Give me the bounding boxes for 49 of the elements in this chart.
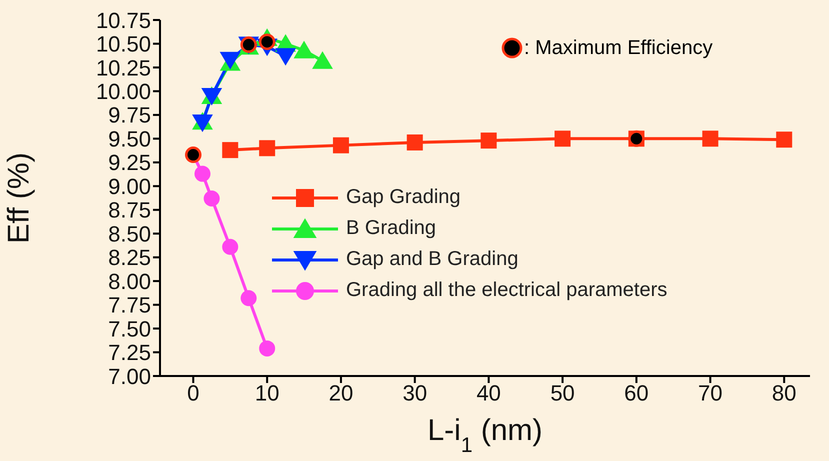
y-tick-label: 9.50 bbox=[108, 126, 151, 152]
y-tick-label: 8.25 bbox=[108, 245, 151, 270]
point bbox=[554, 130, 571, 147]
x-tick-label: 20 bbox=[328, 380, 354, 406]
x-tick-label: 80 bbox=[772, 380, 796, 406]
point bbox=[192, 114, 213, 132]
y-tick-label: 7.75 bbox=[108, 292, 151, 318]
legend-label: Gap Grading bbox=[346, 186, 461, 209]
x-tick-label: 60 bbox=[624, 380, 649, 406]
legend-label: B Grading bbox=[346, 217, 436, 240]
x-axis-title: L-i$_{1}$ (nm) bbox=[427, 414, 543, 456]
legend-label: Grading all the electrical parameters bbox=[346, 279, 668, 302]
point bbox=[406, 134, 423, 150]
point bbox=[332, 137, 349, 154]
x-tick-label: 10 bbox=[254, 380, 280, 406]
x-tick-label: 0 bbox=[187, 380, 200, 406]
point bbox=[275, 48, 296, 66]
point bbox=[222, 238, 238, 255]
y-tick-label: 8.50 bbox=[108, 221, 151, 246]
point bbox=[480, 132, 497, 149]
legend-label: : Maximum Efficiency bbox=[524, 36, 713, 60]
y-tick-label: 10.50 bbox=[96, 32, 151, 57]
x-tick-label: 50 bbox=[550, 380, 575, 406]
point bbox=[204, 190, 220, 206]
point bbox=[259, 140, 276, 156]
y-tick-label: 10.75 bbox=[96, 8, 151, 33]
y-tick-label: 7.00 bbox=[108, 364, 151, 389]
x-tick-label: 40 bbox=[476, 380, 501, 406]
y-tick-label: 10.25 bbox=[96, 55, 151, 80]
legend-label: Gap and B Grading bbox=[346, 248, 518, 271]
y-tick-label: 7.25 bbox=[108, 340, 151, 366]
y-tick-label: 8.00 bbox=[108, 268, 151, 294]
point bbox=[776, 132, 792, 148]
point bbox=[194, 166, 210, 182]
y-tick-label: 8.75 bbox=[108, 198, 151, 223]
x-tick-label: 70 bbox=[698, 380, 723, 406]
point bbox=[702, 130, 718, 147]
point bbox=[240, 290, 257, 306]
y-axis-title: Eff (%) bbox=[2, 152, 36, 244]
point bbox=[294, 40, 314, 58]
y-tick-label: 9.00 bbox=[108, 174, 151, 199]
point bbox=[312, 51, 333, 69]
y-tick-label: 9.75 bbox=[108, 102, 151, 128]
x-tick-label: 30 bbox=[402, 380, 428, 406]
y-tick-label: 9.25 bbox=[108, 150, 151, 176]
y-tick-label: 10.00 bbox=[96, 79, 151, 104]
y-tick-label: 7.50 bbox=[108, 316, 151, 342]
point bbox=[259, 340, 276, 356]
point bbox=[222, 142, 238, 158]
